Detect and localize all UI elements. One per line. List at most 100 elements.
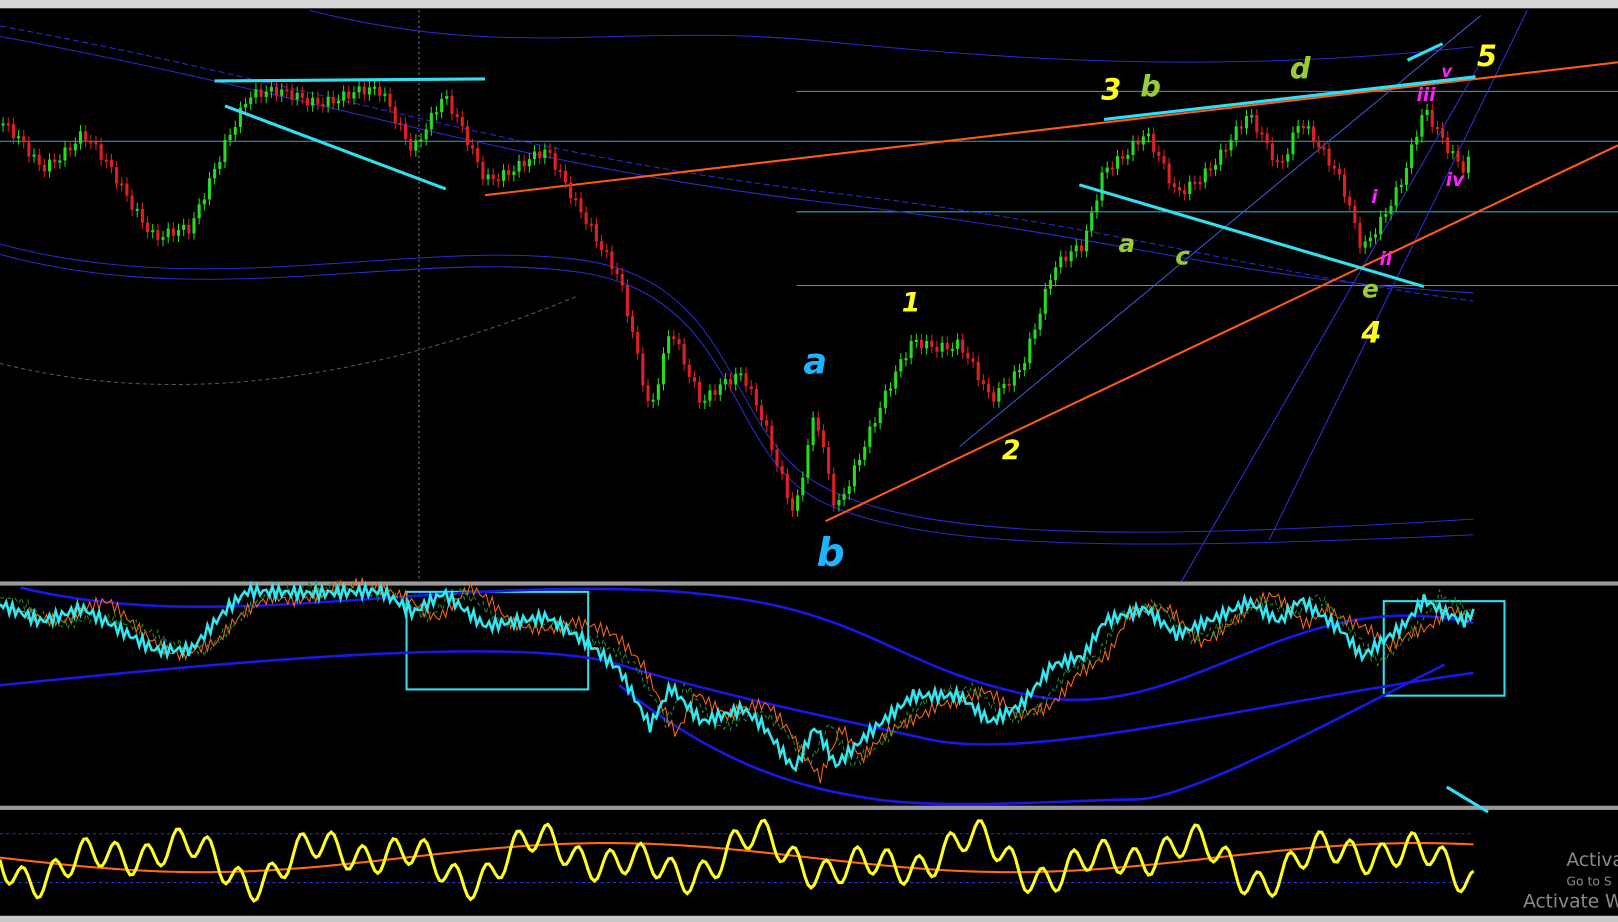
candle-body bbox=[1038, 313, 1042, 330]
candle-body bbox=[357, 86, 361, 93]
candle-body bbox=[84, 131, 88, 142]
candle-body bbox=[1043, 288, 1047, 314]
candle-body bbox=[409, 138, 413, 151]
candle-body bbox=[135, 208, 139, 211]
candle-body bbox=[883, 390, 887, 408]
candle-body bbox=[378, 86, 382, 96]
candle-body bbox=[667, 336, 671, 354]
candle-body bbox=[981, 380, 985, 385]
candle-body bbox=[403, 123, 408, 139]
wave-label: b bbox=[1140, 69, 1161, 103]
candle-body bbox=[1152, 133, 1156, 152]
candle-body bbox=[1332, 165, 1336, 169]
candle-body bbox=[785, 474, 789, 499]
candle-body bbox=[388, 93, 392, 107]
candle-body bbox=[765, 420, 769, 426]
candle-body bbox=[1363, 241, 1367, 248]
candle-body bbox=[1100, 172, 1104, 201]
candle-body bbox=[1461, 161, 1465, 173]
candle-body bbox=[909, 341, 913, 359]
candle-body bbox=[976, 361, 980, 381]
candle-body bbox=[713, 390, 717, 395]
candle-body bbox=[94, 142, 98, 145]
osc-line bbox=[0, 580, 1475, 773]
candle-body bbox=[1229, 140, 1233, 151]
watermark-text: Activate W bbox=[1523, 891, 1618, 912]
candle-body bbox=[280, 89, 284, 96]
candle-body bbox=[1373, 234, 1378, 238]
candle-body bbox=[832, 473, 836, 506]
candle-body bbox=[930, 341, 934, 347]
candle-body bbox=[1090, 212, 1094, 231]
watermark-text: Activa bbox=[1566, 850, 1618, 871]
watermark-text: Go to S bbox=[1566, 874, 1611, 889]
candle-body bbox=[1085, 230, 1089, 252]
candle-body bbox=[971, 358, 975, 362]
candle-body bbox=[424, 129, 428, 140]
candle-body bbox=[1348, 196, 1352, 206]
arrow bbox=[214, 77, 485, 83]
candle-body bbox=[1420, 115, 1424, 137]
candle-body bbox=[1126, 154, 1130, 159]
candle-body bbox=[538, 151, 542, 159]
candle-body bbox=[940, 342, 944, 352]
candle-body bbox=[238, 107, 242, 127]
panel-separator bbox=[0, 581, 1618, 586]
candle-body bbox=[429, 112, 433, 130]
candle-body bbox=[213, 168, 217, 179]
arrow bbox=[224, 104, 447, 191]
candle-body bbox=[1260, 132, 1264, 135]
channel bbox=[1181, 62, 1482, 582]
candle-body bbox=[414, 140, 418, 151]
candle-body bbox=[1317, 142, 1321, 148]
candle-body bbox=[661, 353, 666, 385]
candle-body bbox=[218, 161, 222, 169]
candle-body bbox=[1033, 329, 1037, 339]
candle-body bbox=[1172, 183, 1176, 188]
candle-body bbox=[1146, 133, 1151, 137]
candle-body bbox=[1157, 151, 1161, 157]
arrow bbox=[1103, 75, 1476, 121]
candle-body bbox=[1079, 245, 1083, 252]
osc-bands bbox=[0, 586, 1474, 806]
candle-body bbox=[703, 400, 707, 403]
candle-body bbox=[1183, 190, 1187, 195]
candle-body bbox=[460, 117, 464, 127]
candle-body bbox=[1244, 116, 1249, 129]
candle-body bbox=[434, 112, 439, 115]
candle-body bbox=[27, 142, 31, 157]
candle-body bbox=[914, 339, 918, 343]
candle-body bbox=[600, 241, 604, 251]
bottom-bar bbox=[0, 915, 1618, 922]
candle-body bbox=[569, 182, 573, 199]
candle-body bbox=[1446, 137, 1450, 153]
candle-body bbox=[202, 199, 206, 205]
candle-body bbox=[47, 159, 52, 172]
candle-body bbox=[192, 218, 196, 234]
wave-label: iii bbox=[1417, 85, 1437, 106]
rsi bbox=[0, 818, 1475, 903]
candle-body bbox=[1291, 132, 1295, 155]
candle-body bbox=[672, 336, 676, 340]
candle-body bbox=[759, 405, 764, 421]
candle-body bbox=[6, 123, 10, 126]
candle-body bbox=[615, 268, 619, 274]
candle-body bbox=[558, 169, 562, 172]
candle-body bbox=[347, 91, 351, 99]
osc-band bbox=[618, 663, 1446, 806]
osc-signal bbox=[0, 579, 1475, 768]
candle-body bbox=[630, 316, 635, 333]
candle-body bbox=[878, 407, 882, 424]
wave-label: c bbox=[1175, 241, 1190, 270]
wave-label: b bbox=[817, 530, 845, 576]
candle-body bbox=[373, 86, 377, 89]
candle-body bbox=[321, 103, 325, 107]
candle-body bbox=[770, 425, 774, 450]
candle-body bbox=[754, 389, 758, 406]
candle-body bbox=[780, 465, 784, 475]
candle-body bbox=[796, 495, 800, 511]
candle-body bbox=[997, 388, 1001, 402]
candle-body bbox=[274, 86, 279, 96]
candle-body bbox=[1368, 237, 1372, 242]
candle-body bbox=[1059, 256, 1063, 268]
